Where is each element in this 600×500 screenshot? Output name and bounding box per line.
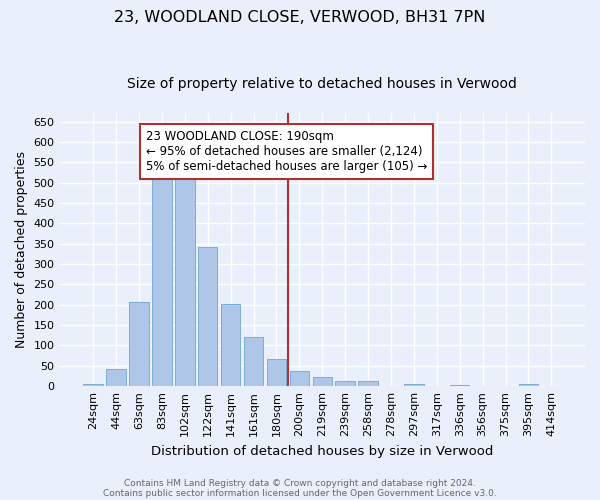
- Bar: [244, 338, 263, 386]
- Bar: [83, 384, 103, 386]
- Bar: [335, 382, 355, 386]
- Bar: [267, 358, 286, 386]
- Text: 23, WOODLAND CLOSE, VERWOOD, BH31 7PN: 23, WOODLAND CLOSE, VERWOOD, BH31 7PN: [115, 10, 485, 25]
- Bar: [221, 304, 241, 386]
- Bar: [450, 385, 469, 386]
- X-axis label: Distribution of detached houses by size in Verwood: Distribution of detached houses by size …: [151, 444, 493, 458]
- Bar: [404, 384, 424, 386]
- Bar: [519, 384, 538, 386]
- Bar: [175, 168, 194, 386]
- Bar: [198, 248, 217, 386]
- Text: Contains public sector information licensed under the Open Government Licence v3: Contains public sector information licen…: [103, 488, 497, 498]
- Bar: [290, 370, 309, 386]
- Bar: [152, 176, 172, 386]
- Title: Size of property relative to detached houses in Verwood: Size of property relative to detached ho…: [127, 78, 517, 92]
- Bar: [358, 382, 378, 386]
- Y-axis label: Number of detached properties: Number of detached properties: [15, 152, 28, 348]
- Text: Contains HM Land Registry data © Crown copyright and database right 2024.: Contains HM Land Registry data © Crown c…: [124, 478, 476, 488]
- Bar: [313, 377, 332, 386]
- Text: 23 WOODLAND CLOSE: 190sqm
← 95% of detached houses are smaller (2,124)
5% of sem: 23 WOODLAND CLOSE: 190sqm ← 95% of detac…: [146, 130, 427, 173]
- Bar: [106, 369, 126, 386]
- Bar: [129, 302, 149, 386]
